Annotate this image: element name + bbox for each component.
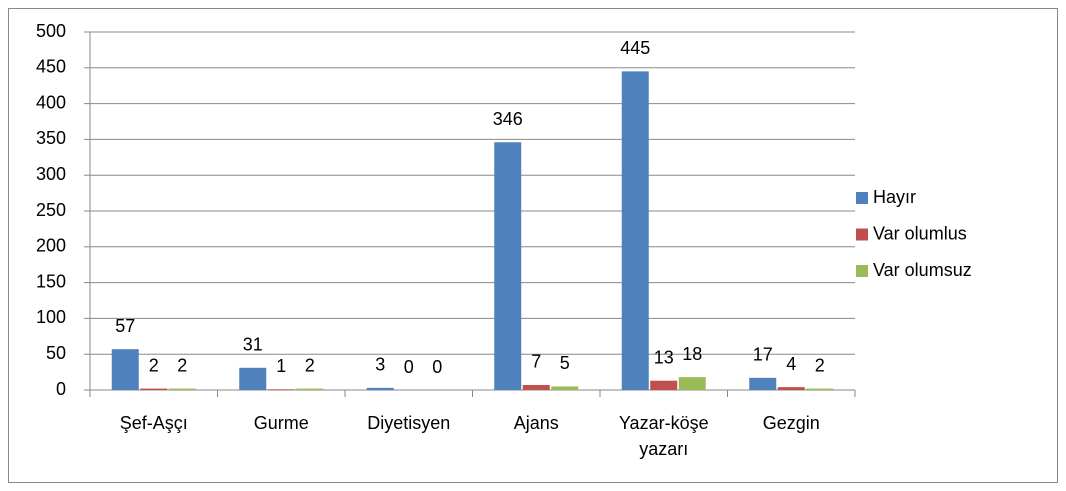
legend-label: Var olumsuz: [873, 260, 972, 280]
y-tick-label: 300: [36, 164, 66, 184]
bar: [678, 377, 706, 390]
data-label: 0: [432, 357, 442, 377]
data-label: 57: [115, 316, 135, 336]
bar: [168, 388, 196, 390]
bar: [806, 388, 834, 390]
chart-frame: [8, 8, 1058, 483]
bar: [749, 377, 777, 390]
data-label: 2: [177, 355, 187, 375]
y-tick-label: 350: [36, 128, 66, 148]
legend-swatch: [856, 192, 868, 204]
data-label: 0: [404, 357, 414, 377]
data-label: 18: [682, 344, 702, 364]
data-label: 31: [243, 335, 263, 355]
data-label: 2: [305, 355, 315, 375]
x-tick-label: Ajans: [513, 413, 559, 433]
legend-swatch: [856, 265, 868, 277]
bar: [551, 386, 579, 390]
data-label: 2: [815, 355, 825, 375]
data-label: 2: [149, 355, 159, 375]
data-label: 5: [560, 353, 570, 373]
bar: [140, 388, 168, 390]
data-label: 13: [654, 347, 674, 367]
x-tick-label: Diyetisyen: [367, 413, 451, 433]
x-tick-label: Yazar-köşe yazarı: [618, 413, 709, 459]
y-tick-label: 0: [56, 379, 66, 399]
legend-swatch: [856, 228, 868, 241]
y-tick-label: 500: [36, 21, 66, 41]
bar: [366, 387, 394, 390]
y-tick-label: 100: [36, 307, 66, 327]
y-tick-label: 400: [36, 92, 66, 112]
data-label: 1: [276, 356, 286, 376]
x-tick-label: Gezgin: [762, 413, 820, 433]
legend-label: Var olumlus: [873, 223, 967, 243]
data-label: 17: [753, 345, 773, 365]
data-label: 346: [493, 109, 523, 129]
bar: [296, 388, 324, 390]
bar: [522, 384, 550, 390]
y-tick-label: 250: [36, 200, 66, 220]
bar: [267, 389, 295, 390]
bar: [239, 367, 267, 390]
x-tick-label: Gurme: [253, 413, 309, 433]
y-tick-label: 200: [36, 236, 66, 256]
bar: [494, 142, 522, 390]
data-label: 3: [375, 355, 385, 375]
bar: [621, 71, 649, 390]
x-tick-label: Şef-Aşçı: [119, 413, 188, 433]
data-label: 4: [786, 354, 796, 374]
bar: [777, 387, 805, 390]
data-label: 445: [620, 38, 650, 58]
bar: [111, 349, 139, 390]
y-tick-label: 450: [36, 57, 66, 77]
legend-label: Hayır: [873, 187, 916, 207]
y-tick-label: 50: [46, 343, 66, 363]
bar: [650, 380, 678, 390]
data-label: 7: [531, 352, 541, 372]
y-tick-label: 150: [36, 271, 66, 291]
